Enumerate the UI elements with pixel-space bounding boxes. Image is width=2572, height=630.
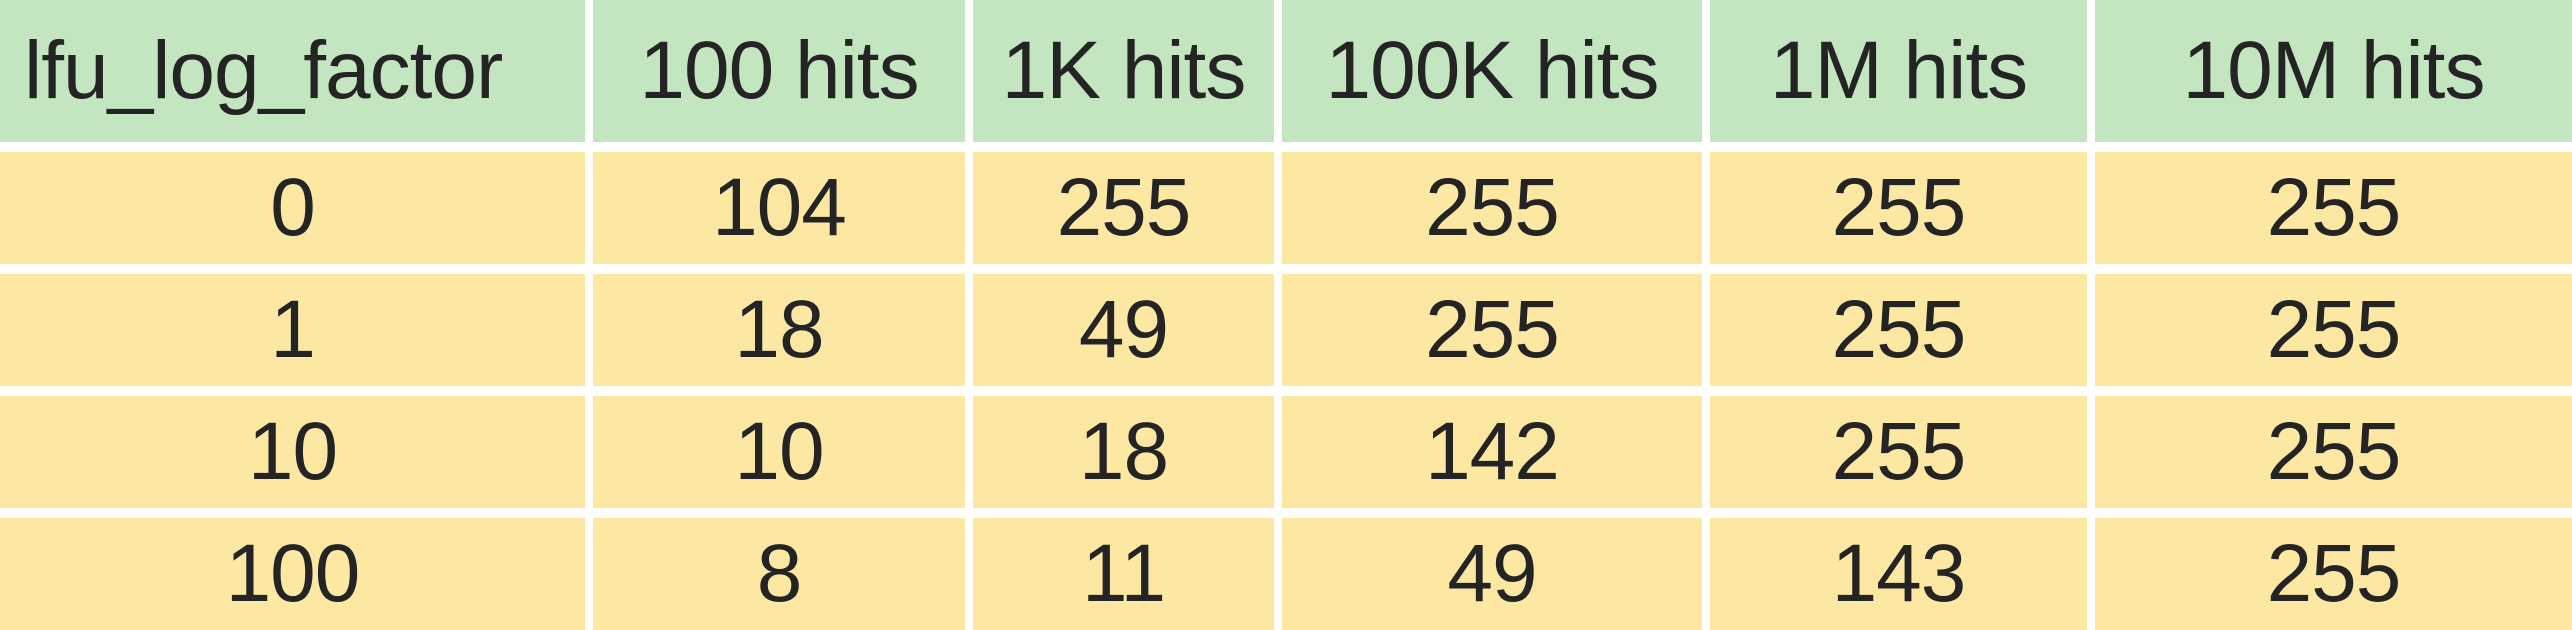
table-cell: 11 bbox=[973, 518, 1274, 630]
table-cell: 143 bbox=[1710, 518, 2087, 630]
table-cell: 255 bbox=[2095, 274, 2572, 386]
column-header-1m-hits: 1M hits bbox=[1710, 0, 2087, 142]
table-cell: 255 bbox=[1710, 152, 2087, 264]
table-cell: 255 bbox=[1710, 396, 2087, 508]
column-header-100-hits: 100 hits bbox=[593, 0, 965, 142]
table-cell: 255 bbox=[2095, 152, 2572, 264]
table-cell: 142 bbox=[1282, 396, 1702, 508]
row-label-cell: 100 bbox=[0, 518, 585, 630]
table-cell: 255 bbox=[1282, 152, 1702, 264]
table-cell: 255 bbox=[1282, 274, 1702, 386]
row-label-cell: 1 bbox=[0, 274, 585, 386]
table-cell: 8 bbox=[593, 518, 965, 630]
column-header-lfu-log-factor: lfu_log_factor bbox=[0, 0, 585, 142]
table-cell: 255 bbox=[1710, 274, 2087, 386]
table-cell: 18 bbox=[973, 396, 1274, 508]
table-cell: 49 bbox=[973, 274, 1274, 386]
row-label-cell: 0 bbox=[0, 152, 585, 264]
column-header-1k-hits: 1K hits bbox=[973, 0, 1274, 142]
table-cell: 255 bbox=[2095, 396, 2572, 508]
table-cell: 10 bbox=[593, 396, 965, 508]
column-header-10m-hits: 10M hits bbox=[2095, 0, 2572, 142]
table-cell: 255 bbox=[973, 152, 1274, 264]
table-cell: 104 bbox=[593, 152, 965, 264]
column-header-100k-hits: 100K hits bbox=[1282, 0, 1702, 142]
row-label-cell: 10 bbox=[0, 396, 585, 508]
table-cell: 49 bbox=[1282, 518, 1702, 630]
table-cell: 18 bbox=[593, 274, 965, 386]
table-cell: 255 bbox=[2095, 518, 2572, 630]
